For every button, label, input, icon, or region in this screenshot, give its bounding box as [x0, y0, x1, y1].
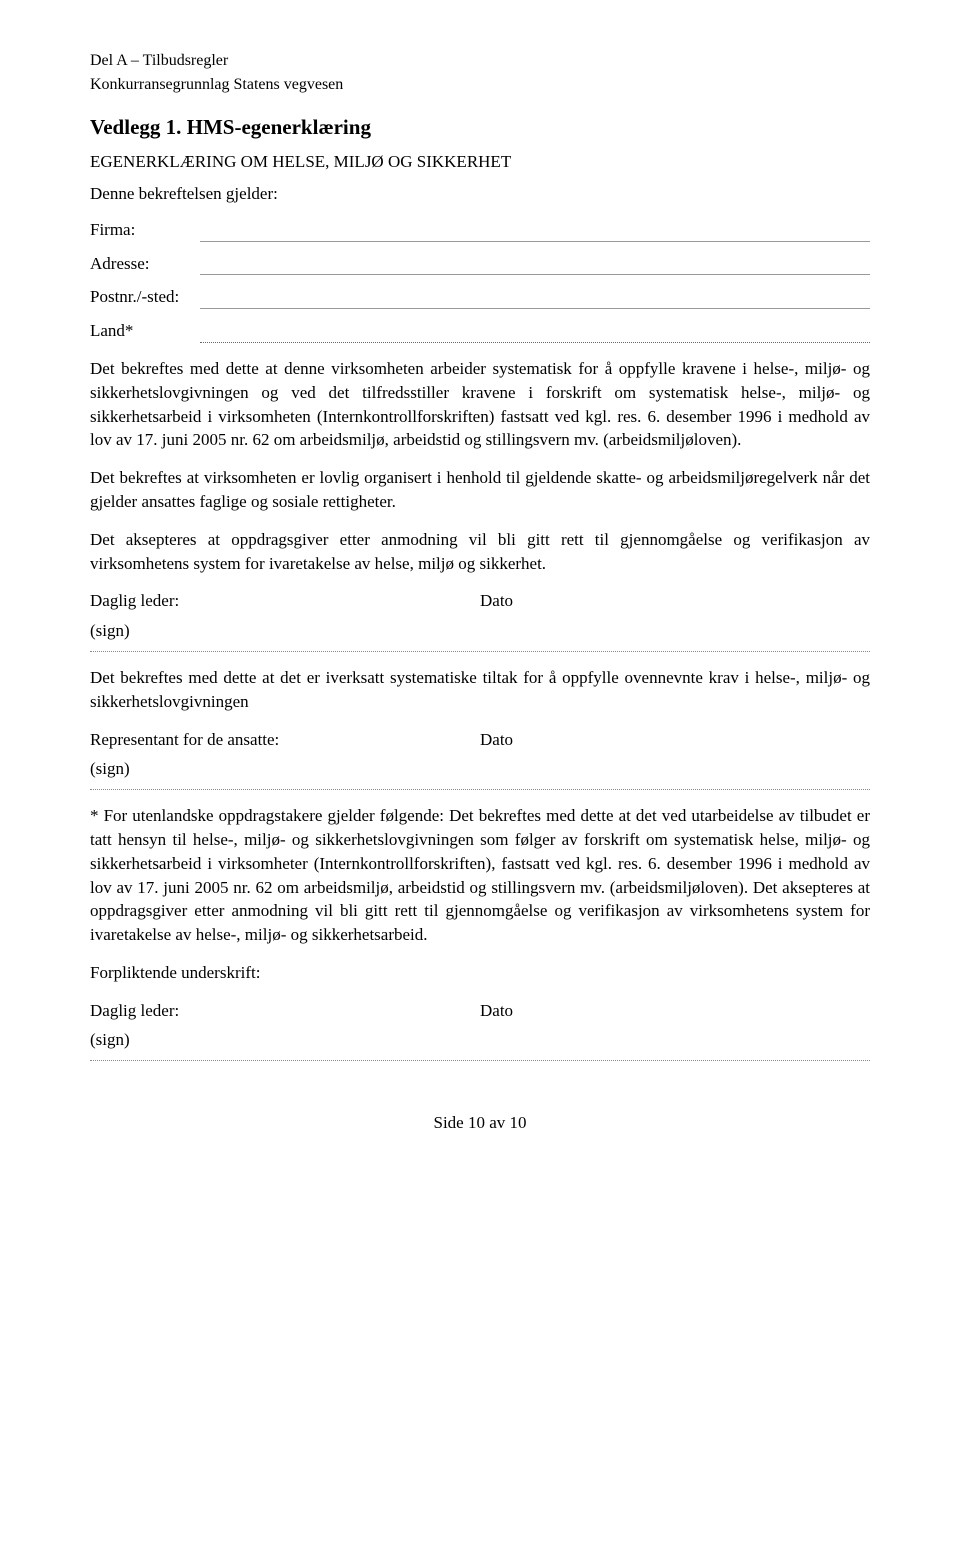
header-line-1: Del A – Tilbudsregler — [90, 50, 870, 72]
form-row-firma: Firma: — [90, 218, 870, 242]
signature-row-2: Representant for de ansatte: Dato — [90, 728, 870, 752]
footnote-paragraph: * For utenlandske oppdragstakere gjelder… — [90, 804, 870, 947]
signature-row-1: Daglig leder: Dato — [90, 589, 870, 613]
paragraph-3: Det aksepteres at oppdragsgiver etter an… — [90, 528, 870, 576]
paragraph-2: Det bekreftes at virksomheten er lovlig … — [90, 466, 870, 514]
sig2-right: Dato — [480, 728, 870, 752]
divider-3 — [90, 1060, 870, 1061]
form-section: Firma: Adresse: Postnr./-sted: Land* — [90, 218, 870, 343]
input-line-adresse[interactable] — [200, 257, 870, 275]
form-row-postnr: Postnr./-sted: — [90, 285, 870, 309]
sig1-right: Dato — [480, 589, 870, 613]
sig3-right: Dato — [480, 999, 870, 1023]
divider-2 — [90, 789, 870, 790]
main-title: Vedlegg 1. HMS-egenerklæring — [90, 113, 870, 142]
divider-1 — [90, 651, 870, 652]
label-adresse: Adresse: — [90, 252, 200, 276]
forpliktende-heading: Forpliktende underskrift: — [90, 961, 870, 985]
form-row-adresse: Adresse: — [90, 252, 870, 276]
sig2-left: Representant for de ansatte: — [90, 728, 480, 752]
sig1-left: Daglig leder: — [90, 589, 480, 613]
paragraph-4: Det bekreftes med dette at det er iverks… — [90, 666, 870, 714]
input-line-postnr[interactable] — [200, 291, 870, 309]
page-number: Side 10 av 10 — [90, 1111, 870, 1135]
sig3-left: Daglig leder: — [90, 999, 480, 1023]
input-line-firma[interactable] — [200, 224, 870, 242]
paragraph-1: Det bekreftes med dette at denne virksom… — [90, 357, 870, 452]
header-line-2: Konkurransegrunnlag Statens vegvesen — [90, 74, 870, 96]
input-line-land[interactable] — [200, 325, 870, 343]
signature-row-3: Daglig leder: Dato — [90, 999, 870, 1023]
sig1-sign: (sign) — [90, 619, 870, 643]
label-land: Land* — [90, 319, 200, 343]
sig3-sign: (sign) — [90, 1028, 870, 1052]
subtitle: EGENERKLÆRING OM HELSE, MILJØ OG SIKKERH… — [90, 150, 870, 174]
form-row-land: Land* — [90, 319, 870, 343]
label-postnr: Postnr./-sted: — [90, 285, 200, 309]
label-firma: Firma: — [90, 218, 200, 242]
intro-text: Denne bekreftelsen gjelder: — [90, 182, 870, 206]
sig2-sign: (sign) — [90, 757, 870, 781]
